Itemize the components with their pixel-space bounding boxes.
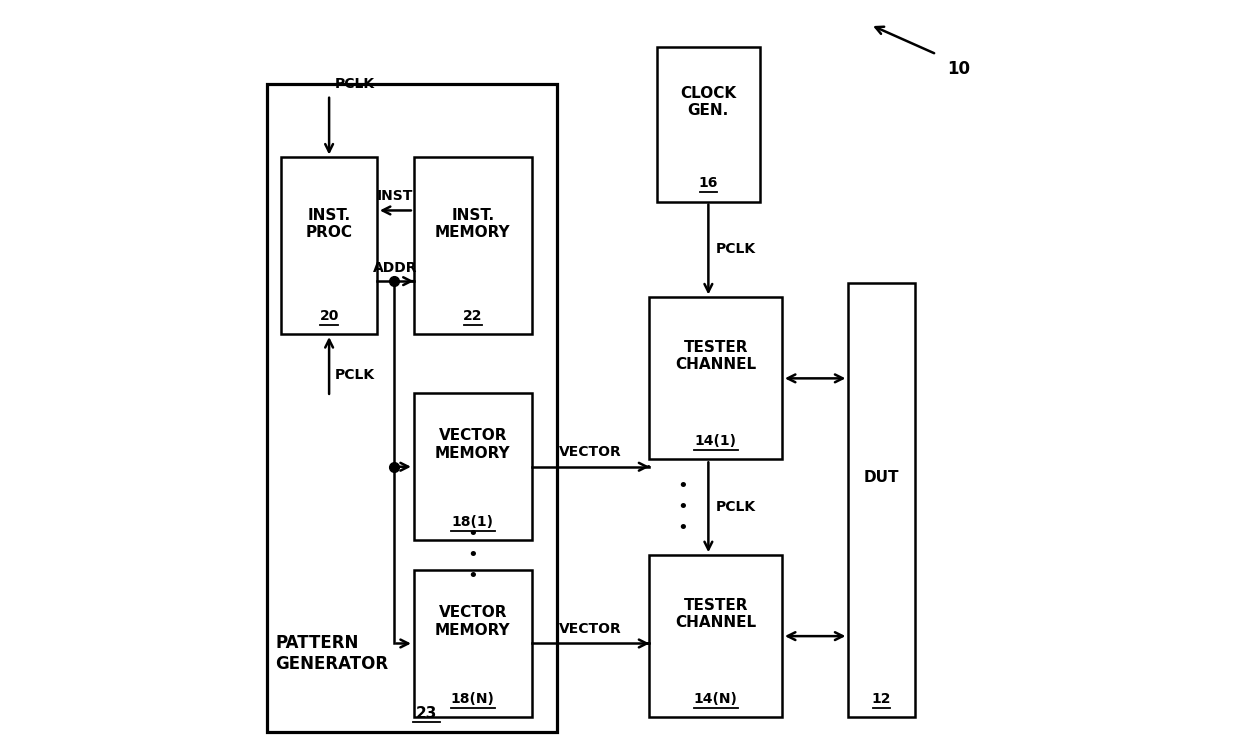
Text: TESTER
CHANNEL: TESTER CHANNEL: [675, 598, 756, 630]
FancyBboxPatch shape: [848, 283, 915, 717]
Text: 10: 10: [947, 60, 970, 78]
Text: 20: 20: [320, 309, 339, 323]
Text: 14(1): 14(1): [694, 434, 737, 448]
FancyBboxPatch shape: [650, 298, 782, 459]
Text: VECTOR: VECTOR: [559, 622, 622, 636]
Text: CLOCK
GEN.: CLOCK GEN.: [681, 86, 737, 119]
Text: INST.
MEMORY: INST. MEMORY: [435, 208, 511, 240]
Text: 18(N): 18(N): [451, 692, 495, 706]
FancyBboxPatch shape: [267, 84, 558, 732]
FancyBboxPatch shape: [414, 157, 532, 334]
Text: 12: 12: [872, 692, 892, 706]
Text: VECTOR
MEMORY: VECTOR MEMORY: [435, 428, 511, 461]
FancyBboxPatch shape: [414, 393, 532, 540]
Text: DUT: DUT: [864, 470, 899, 485]
Text: INST: INST: [377, 189, 414, 203]
Text: PCLK: PCLK: [335, 368, 376, 381]
Text: 23: 23: [415, 706, 438, 721]
Text: PCLK: PCLK: [715, 500, 756, 514]
FancyBboxPatch shape: [657, 47, 760, 202]
Text: INST.
PROC: INST. PROC: [305, 208, 352, 240]
Text: ADDR: ADDR: [373, 261, 418, 275]
Text: VECTOR: VECTOR: [559, 445, 622, 459]
Text: 22: 22: [463, 309, 482, 323]
Text: PATTERN
GENERATOR: PATTERN GENERATOR: [275, 634, 388, 673]
Text: PCLK: PCLK: [715, 243, 756, 257]
FancyBboxPatch shape: [281, 157, 377, 334]
FancyBboxPatch shape: [650, 555, 782, 717]
Text: 18(1): 18(1): [451, 515, 494, 529]
Text: TESTER
CHANNEL: TESTER CHANNEL: [675, 340, 756, 372]
FancyBboxPatch shape: [414, 570, 532, 717]
Text: 14(N): 14(N): [694, 692, 738, 706]
Text: VECTOR
MEMORY: VECTOR MEMORY: [435, 605, 511, 637]
Text: PCLK: PCLK: [335, 77, 376, 91]
Text: 16: 16: [698, 176, 718, 190]
Text: •
•
•: • • •: [677, 477, 688, 537]
Text: •
•
•: • • •: [467, 525, 479, 585]
